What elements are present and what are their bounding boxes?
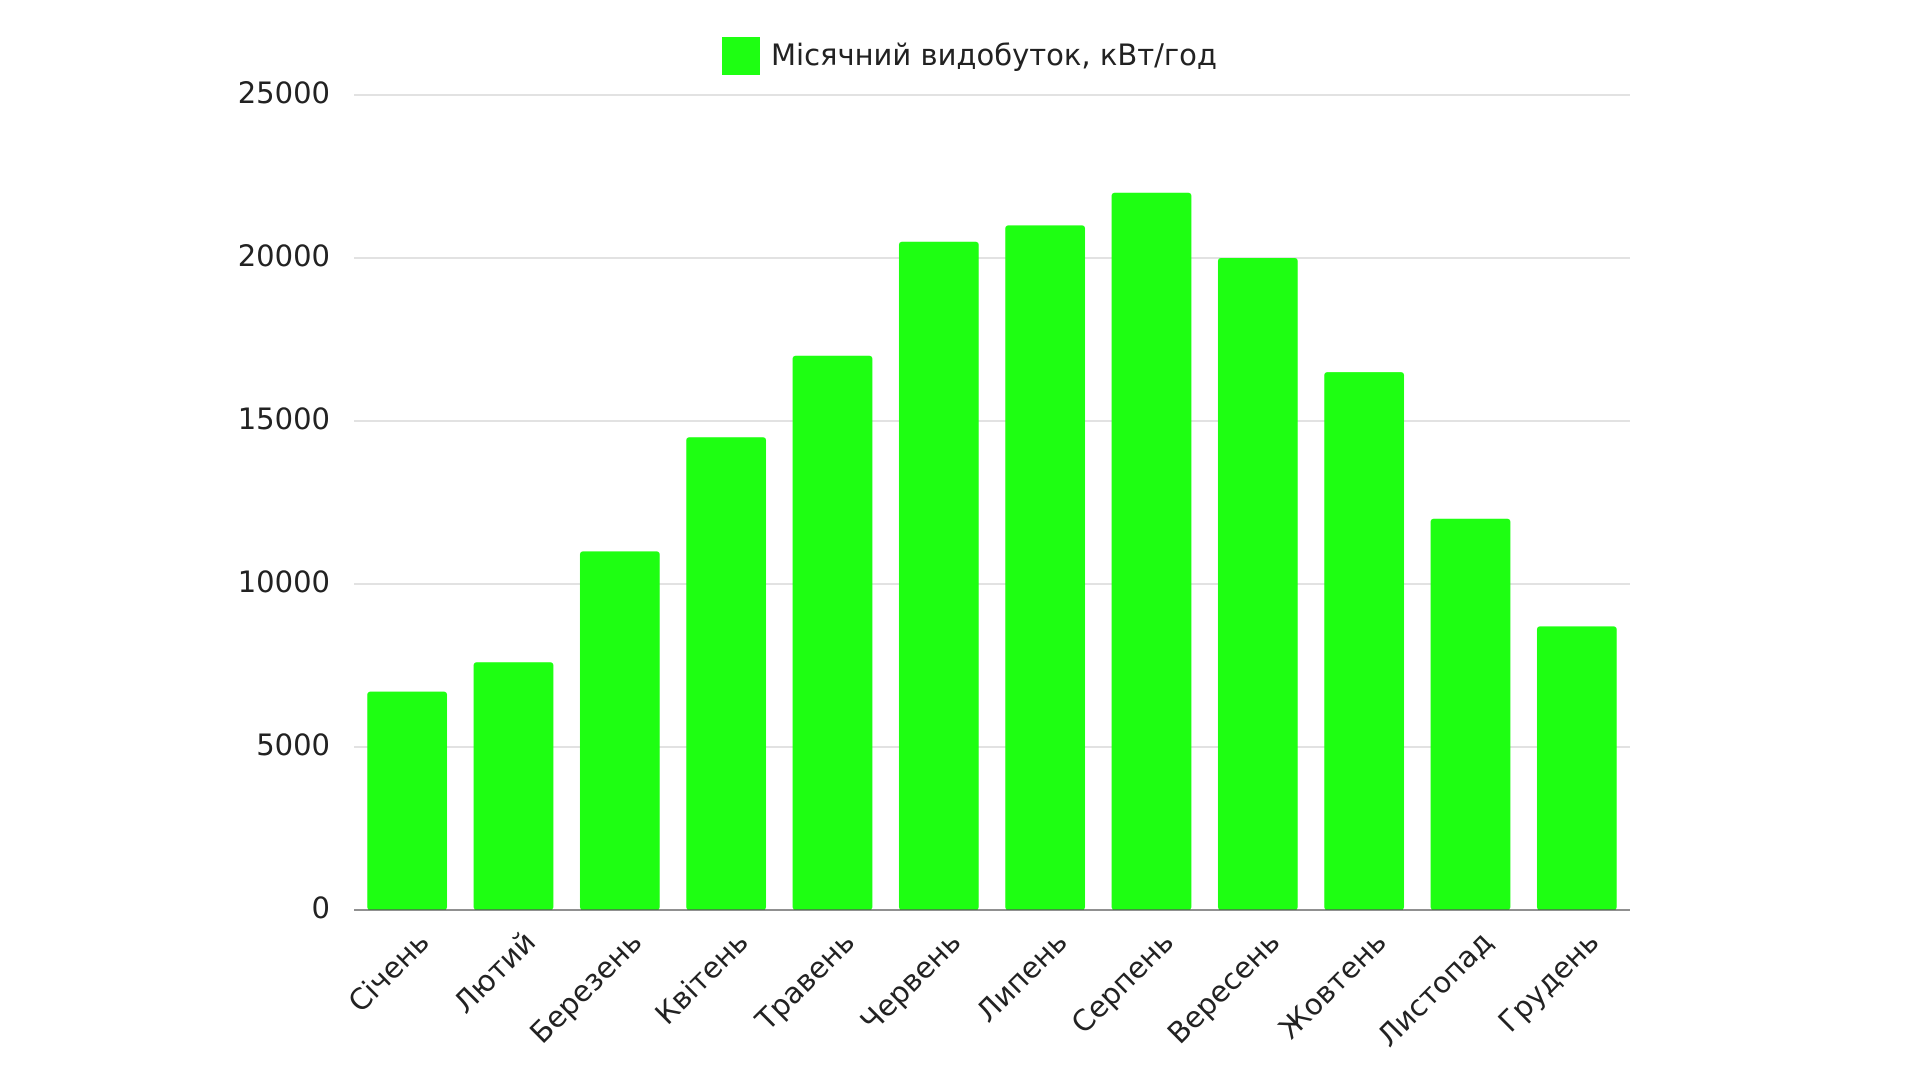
bar <box>1111 192 1192 911</box>
y-tick-label: 0 <box>312 891 330 925</box>
x-tick-label: Листопад <box>1370 925 1499 1054</box>
bar <box>1430 518 1511 910</box>
bar <box>1536 626 1617 910</box>
y-tick-label: 20000 <box>238 239 330 273</box>
x-tick-label: Вересень <box>1161 925 1287 1051</box>
bar <box>1324 372 1405 911</box>
x-tick-label: Лютий <box>447 925 542 1020</box>
bar <box>1005 225 1086 910</box>
x-tick-label: Квітень <box>648 925 754 1031</box>
x-tick-label: Серпень <box>1065 925 1181 1041</box>
bar <box>792 355 873 910</box>
x-tick-label: Червень <box>854 925 968 1039</box>
x-tick-label: Травень <box>748 925 861 1038</box>
x-tick-label: Грудень <box>1491 925 1605 1039</box>
y-tick-label: 15000 <box>238 402 330 436</box>
bar <box>473 662 554 910</box>
y-tick-label: 25000 <box>238 76 330 110</box>
bar <box>898 241 979 910</box>
y-tick-label: 5000 <box>256 728 330 762</box>
y-tick-label: 10000 <box>238 565 330 599</box>
legend-swatch <box>722 37 760 75</box>
x-tick-label: Березень <box>523 925 648 1050</box>
bar <box>1217 258 1298 910</box>
bar <box>686 437 767 910</box>
x-tick-label: Січень <box>341 925 435 1019</box>
bar <box>367 691 448 910</box>
legend-label: Місячний видобуток, кВт/год <box>771 38 1217 72</box>
x-tick-label: Липень <box>969 925 1073 1029</box>
bar <box>579 551 660 910</box>
